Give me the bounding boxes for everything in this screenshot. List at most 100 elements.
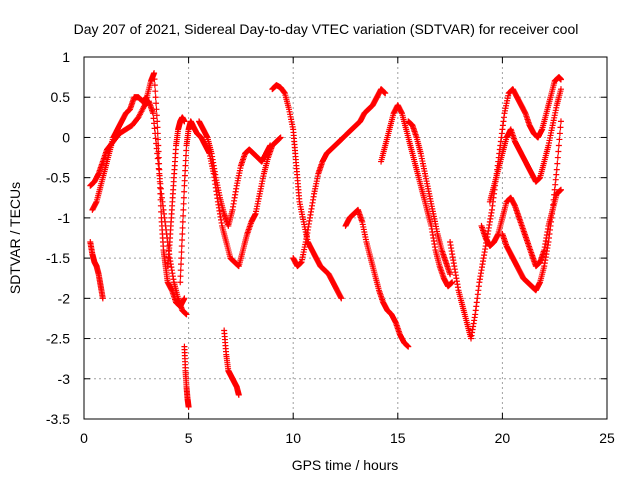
data-point <box>178 249 185 256</box>
data-point <box>156 178 163 185</box>
data-point <box>556 136 563 143</box>
data-series-s11 <box>405 118 454 278</box>
data-point <box>382 90 389 97</box>
x-tick-label: 20 <box>495 430 511 446</box>
data-point <box>157 196 164 203</box>
data-point <box>447 271 454 278</box>
y-tick-label: -1 <box>58 210 71 226</box>
data-point <box>180 206 187 213</box>
data-point <box>150 115 157 122</box>
data-point <box>183 147 190 154</box>
data-series-s16 <box>196 118 274 229</box>
data-series-s9 <box>342 206 412 350</box>
data-point <box>557 186 564 193</box>
y-tick-label: -2.5 <box>46 331 70 347</box>
y-tick-label: 1 <box>62 49 70 65</box>
data-point <box>157 190 164 197</box>
data-point <box>156 172 163 179</box>
data-point <box>549 206 556 213</box>
data-point <box>155 136 162 143</box>
data-series-s13 <box>486 86 564 205</box>
x-tick-label: 5 <box>185 430 193 446</box>
data-series-s5 <box>181 343 192 410</box>
data-point <box>181 182 188 189</box>
x-axis-label: GPS time / hours <box>292 457 399 473</box>
data-point <box>557 124 564 131</box>
x-tick-label: 0 <box>80 430 88 446</box>
data-point <box>157 184 164 191</box>
data-series-s8 <box>290 86 389 270</box>
data-point <box>155 142 162 149</box>
data-point <box>552 181 559 188</box>
x-tick-label: 25 <box>599 430 615 446</box>
data-point <box>183 311 190 318</box>
y-axis-label: SDTVAR / TECUs <box>7 182 23 294</box>
data-point <box>553 166 560 173</box>
y-tick-label: -3.5 <box>46 411 70 427</box>
data-point <box>151 76 158 83</box>
data-point <box>178 243 185 250</box>
data-point <box>156 160 163 167</box>
data-point <box>449 279 456 286</box>
data-point <box>151 125 158 132</box>
data-point <box>154 118 161 125</box>
y-tick-label: -3 <box>58 371 71 387</box>
data-point <box>151 120 158 127</box>
data-series-s10 <box>378 102 456 290</box>
data-point <box>180 212 187 219</box>
data-point <box>150 110 157 117</box>
data-point <box>179 237 186 244</box>
data-points <box>87 70 564 410</box>
data-point <box>182 152 189 159</box>
data-point <box>182 157 189 164</box>
data-point <box>405 343 412 350</box>
data-series-s7 <box>269 82 345 302</box>
data-point <box>557 76 564 83</box>
plot-border <box>83 56 608 420</box>
y-tick-label: -2 <box>58 290 71 306</box>
data-point <box>551 186 558 193</box>
data-point <box>553 171 560 178</box>
data-point <box>153 145 160 152</box>
data-point <box>267 142 274 149</box>
data-point <box>179 230 186 237</box>
data-point <box>338 295 345 302</box>
data-point <box>181 172 188 179</box>
data-point <box>99 295 106 302</box>
data-series-s3 <box>89 70 188 310</box>
data-point <box>556 130 563 137</box>
data-series-s1 <box>87 98 190 318</box>
data-point <box>152 94 159 101</box>
data-point <box>154 155 161 162</box>
data-series-s12 <box>447 74 564 342</box>
data-point <box>179 224 186 231</box>
x-tick-label: 15 <box>390 430 406 446</box>
data-point <box>155 154 162 161</box>
data-point <box>152 88 159 95</box>
data-point <box>185 403 192 410</box>
data-point <box>178 261 185 268</box>
data-point <box>555 148 562 155</box>
y-tick-label: 0 <box>62 129 70 145</box>
data-series-s14 <box>478 186 564 270</box>
data-point <box>235 391 242 398</box>
ticks: 0 5 10 15 20 25 1 0.5 0 -0.5 -1 -1.5 -2 -2.5 -3 -3.5 <box>46 49 615 446</box>
data-point <box>179 218 186 225</box>
data-point <box>554 154 561 161</box>
data-point <box>182 167 189 174</box>
data-point <box>180 200 187 207</box>
data-point <box>157 185 164 192</box>
x-tick-label: 10 <box>285 430 301 446</box>
data-point <box>552 176 559 183</box>
data-point <box>153 112 160 119</box>
data-point <box>178 255 185 262</box>
data-point <box>181 295 188 302</box>
data-point <box>180 194 187 201</box>
data-point <box>557 86 564 93</box>
data-point <box>156 166 163 173</box>
data-point <box>151 70 158 77</box>
data-series-s17 <box>164 114 188 270</box>
data-point <box>181 177 188 184</box>
